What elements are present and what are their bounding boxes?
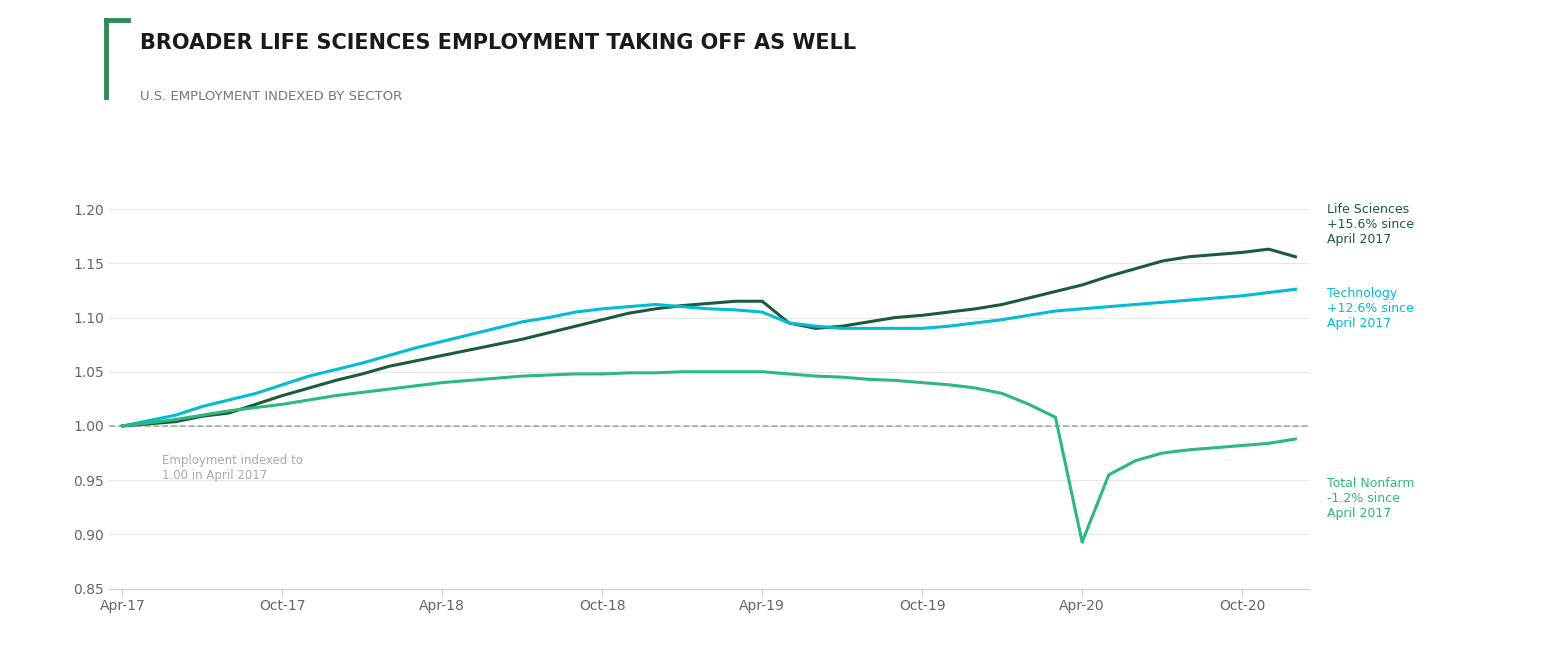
Text: Life Sciences
+15.6% since
April 2017: Life Sciences +15.6% since April 2017 xyxy=(1327,203,1415,246)
Text: Total Nonfarm
-1.2% since
April 2017: Total Nonfarm -1.2% since April 2017 xyxy=(1327,477,1415,520)
Text: Employment indexed to
1.00 in April 2017: Employment indexed to 1.00 in April 2017 xyxy=(162,454,304,482)
Text: U.S. EMPLOYMENT INDEXED BY SECTOR: U.S. EMPLOYMENT INDEXED BY SECTOR xyxy=(140,90,402,103)
Text: Technology
+12.6% since
April 2017: Technology +12.6% since April 2017 xyxy=(1327,287,1415,330)
Text: BROADER LIFE SCIENCES EMPLOYMENT TAKING OFF AS WELL: BROADER LIFE SCIENCES EMPLOYMENT TAKING … xyxy=(140,33,857,54)
